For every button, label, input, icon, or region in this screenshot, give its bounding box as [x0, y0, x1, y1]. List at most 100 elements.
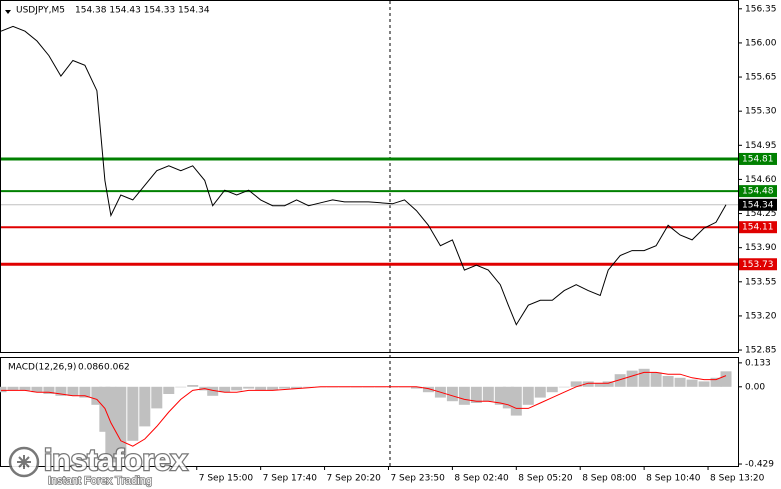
y-tick-label: 153.90: [745, 243, 777, 253]
y-tick-label: 153.55: [745, 277, 777, 287]
macd-bar: [494, 386, 506, 405]
level-box: [739, 221, 777, 234]
macd-bar: [698, 381, 710, 387]
macd-bar: [614, 374, 626, 387]
macd-bar: [546, 386, 558, 393]
macd-title: MACD(12,26,9): [8, 363, 76, 373]
macd-bar: [279, 386, 291, 389]
macd-bar: [207, 386, 219, 396]
x-tick-label: 8 Sep 05:20: [518, 474, 573, 484]
macd-bar: [219, 386, 231, 393]
macd-bar: [674, 377, 686, 387]
macd-bar: [534, 386, 546, 398]
level-label: 154.11: [742, 223, 774, 233]
macd-bar: [267, 386, 279, 391]
x-tick-label: 7 Sep 23:50: [390, 474, 445, 484]
x-tick-label: 7 Sep 20:20: [327, 474, 382, 484]
macd-bar: [291, 386, 303, 389]
macd-bar: [187, 385, 199, 387]
level-label: 154.48: [742, 187, 774, 197]
macd-bar: [175, 386, 187, 388]
macd-bar: [594, 383, 606, 387]
macd-bar: [626, 370, 638, 387]
macd-bar: [139, 386, 151, 427]
macd-bar: [31, 386, 43, 393]
y-tick-label: 154.95: [745, 141, 777, 151]
macd-bar: [163, 386, 175, 394]
macd-bar: [710, 377, 722, 387]
macd-bar: [410, 386, 422, 389]
level-label: 153.73: [742, 260, 774, 270]
y-tick-label: 152.85: [745, 346, 777, 356]
macd-bar: [458, 386, 470, 405]
macd-bar: [446, 386, 458, 402]
x-tick-label: 8 Sep 13:20: [710, 474, 765, 484]
macd-value: 0.086: [78, 363, 104, 373]
macd-bar: [255, 386, 267, 391]
macd-bar: [602, 381, 614, 387]
current-price-box: [739, 198, 777, 211]
signal-line: [1, 371, 727, 447]
macd-bar: [79, 386, 91, 398]
level-box: [739, 258, 777, 271]
macd-bar: [19, 386, 31, 391]
y-tick-label: 154.60: [745, 175, 777, 185]
macd-bar: [570, 381, 582, 387]
macd-bar: [243, 386, 255, 389]
macd-bar: [662, 376, 674, 387]
macd-bar: [720, 371, 732, 387]
macd-bar: [115, 386, 127, 456]
macd-bar: [303, 386, 315, 388]
macd-bar: [105, 386, 117, 463]
macd-bar: [67, 386, 79, 396]
price-line: [0, 25, 727, 326]
y-tick-label: 155.65: [745, 73, 777, 83]
x-tick-label: 7 Sep 17:40: [263, 474, 318, 484]
macd-bar: [91, 386, 103, 405]
y-tick-label: 154.25: [745, 209, 777, 219]
y-tick-label: 155.30: [745, 107, 777, 117]
plot-layer: 156.35 156.00 155.65 155.30 154.95 154.60 154.…: [0, 4, 777, 484]
watermark: instaforex Instant Forex Trading: [8, 443, 189, 488]
macd-bar: [558, 386, 570, 388]
signal-value: 0.062: [104, 363, 130, 373]
macd-bar: [470, 386, 482, 403]
macd-bar: [0, 386, 7, 393]
tagline: Instant Forex Trading: [48, 475, 152, 487]
y-tick-label: 156.00: [745, 38, 777, 48]
ohlc: 154.38 154.43 154.33 154.34: [75, 6, 210, 16]
x-tick-label: 7 Sep 15:00: [199, 474, 254, 484]
macd-bar: [650, 372, 662, 387]
macd-bar: [686, 379, 698, 387]
price-panel: [0, 0, 739, 353]
macd-bar: [638, 368, 650, 387]
macd-bar: [7, 386, 19, 391]
level-box: [739, 185, 777, 198]
macd-bar: [502, 386, 514, 409]
macd-bar: [151, 386, 163, 409]
macd-bar: [522, 386, 534, 405]
x-tick-label: 8 Sep 08:00: [582, 474, 637, 484]
macd-bar: [127, 386, 139, 441]
y-tick-label: 156.35: [745, 4, 777, 14]
current-price-label: 154.34: [742, 200, 774, 210]
y-tick-label: 0.133: [745, 358, 771, 368]
brand: instaforex: [44, 444, 188, 477]
macd-bar: [55, 386, 67, 396]
y-tick-label: -0.429: [745, 460, 774, 470]
symbol: USDJPY,M5: [16, 6, 65, 16]
macd-bar: [510, 386, 522, 416]
level-box: [739, 152, 777, 165]
macd-bar: [422, 386, 434, 393]
macd-bar: [582, 381, 594, 387]
menu-arrow: [5, 10, 11, 14]
y-tick-label: 0.00: [745, 382, 765, 392]
logo-mark: [17, 455, 31, 469]
x-tick-label: 8 Sep 02:40: [454, 474, 509, 484]
x-tick-label: 8 Sep 10:40: [646, 474, 701, 484]
macd-bar: [482, 386, 494, 402]
y-tick-label: 153.20: [745, 311, 777, 321]
macd-bar: [43, 386, 55, 394]
level-label: 154.81: [742, 154, 774, 164]
